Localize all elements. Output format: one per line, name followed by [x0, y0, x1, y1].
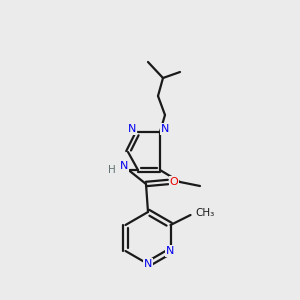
- Text: N: N: [166, 246, 175, 256]
- Text: CH₃: CH₃: [195, 208, 214, 218]
- Text: H: H: [108, 165, 116, 175]
- Text: N: N: [128, 124, 136, 134]
- Text: O: O: [169, 177, 178, 187]
- Text: N: N: [161, 124, 169, 134]
- Text: N: N: [144, 259, 152, 269]
- Text: N: N: [120, 161, 128, 171]
